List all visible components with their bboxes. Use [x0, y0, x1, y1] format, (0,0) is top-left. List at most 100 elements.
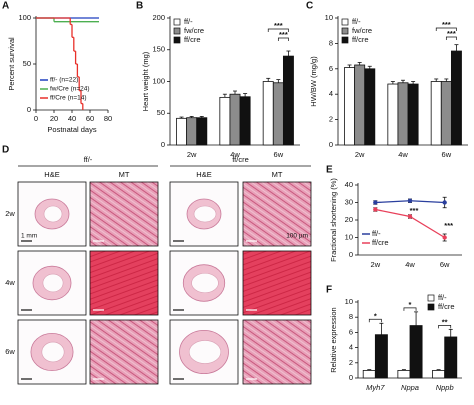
bar: [344, 67, 356, 146]
y-tick-label: 4: [329, 89, 333, 98]
legend-swatch: [173, 27, 181, 35]
legend-swatch: [427, 294, 435, 302]
y-tick-label: 0: [349, 250, 353, 259]
panel-label: F: [326, 285, 332, 296]
bar: [374, 334, 388, 379]
y-tick-label: 200: [152, 13, 165, 22]
panel-label: E: [326, 165, 333, 176]
column-label: MT: [272, 170, 283, 179]
y-tick-label: 4: [349, 343, 353, 352]
histology-frame: [242, 181, 312, 247]
y-tick-label: 100: [18, 13, 31, 22]
y-tick-label: 0: [27, 105, 31, 114]
legend-swatch: [173, 36, 181, 44]
legend-swatch: [341, 36, 349, 44]
x-tick-label: 6w: [442, 150, 452, 159]
legend-label: ff/- (n=22): [50, 77, 78, 84]
histology-frame: [17, 181, 87, 247]
bar: [239, 96, 251, 146]
y-tick-label: 2: [349, 358, 353, 367]
y-tick-label: 6: [349, 327, 353, 336]
legend-label: ff/Cre (n=14): [50, 95, 87, 102]
y-tick-label: 2: [329, 115, 333, 124]
bar: [219, 96, 231, 146]
bar: [444, 336, 458, 379]
legend-label: ff/cre: [438, 302, 455, 311]
y-tick-label: 40: [345, 180, 353, 189]
bar: [229, 93, 241, 146]
significance-bracket: [267, 28, 289, 32]
x-tick-label: 2w: [371, 260, 381, 269]
x-tick-label: 6w: [274, 150, 284, 159]
column-label: H&E: [196, 170, 211, 179]
significance-bracket: [438, 325, 452, 329]
x-tick-label: 0: [34, 114, 38, 123]
scale-label: 100 µm: [286, 233, 308, 240]
x-tick-label: Myh7: [366, 383, 385, 392]
bar: [196, 117, 208, 146]
legend-label: ff/cre: [372, 238, 389, 247]
y-tick-label: 10: [345, 297, 353, 306]
histology-frame: [17, 319, 87, 385]
bar: [262, 81, 274, 146]
group-label: ff/-: [84, 155, 93, 164]
heart-lumen: [43, 205, 63, 223]
heart-lumen: [191, 272, 219, 294]
significance-label: ***: [410, 206, 419, 215]
bar: [176, 117, 188, 146]
y-tick-label: 20: [345, 215, 353, 224]
significance-bracket: [435, 27, 457, 31]
point: [442, 200, 447, 205]
group-label: ff/cre: [232, 155, 249, 164]
row-label: 4w: [5, 278, 15, 287]
x-tick-label: 6w: [440, 260, 450, 269]
column-label: H&E: [44, 170, 59, 179]
y-tick-label: 10: [345, 232, 353, 241]
bar: [440, 81, 452, 146]
significance-bracket: [368, 318, 382, 323]
panel-label: C: [306, 1, 313, 12]
legend-label: fw/cre: [184, 26, 204, 35]
row-label: 2w: [5, 209, 15, 218]
significance-bracket: [403, 307, 417, 311]
y-axis-label: Heart weight (mg): [141, 51, 150, 111]
point: [407, 198, 413, 203]
bar: [186, 117, 198, 146]
y-tick-label: 8: [349, 312, 353, 321]
x-axis-label: Postnatal days: [47, 125, 96, 134]
legend-label: fw/cre: [352, 26, 372, 35]
column-label: MT: [119, 170, 130, 179]
legend-label: ff/-: [352, 17, 361, 26]
y-tick-label: 50: [157, 108, 165, 117]
y-tick-label: 30: [345, 197, 353, 206]
y-tick-label: 8: [329, 38, 333, 47]
histology-frame: [89, 181, 159, 247]
point: [442, 235, 447, 240]
legend-swatch: [427, 303, 435, 311]
bar: [397, 369, 411, 379]
row-label: 6w: [5, 347, 15, 356]
legend-label: ff/cre: [352, 35, 369, 44]
x-tick-label: 40: [68, 114, 76, 123]
bar: [272, 82, 284, 146]
legend-label: ff/-: [438, 293, 447, 302]
y-tick-label: 50: [23, 59, 31, 68]
y-axis-label: Fractional shortening (%): [329, 178, 338, 262]
bar: [282, 55, 294, 146]
significance-label: ***: [442, 20, 451, 29]
significance-label: **: [442, 317, 448, 326]
x-tick-label: Nppa: [401, 383, 419, 392]
x-tick-label: 4w: [230, 150, 240, 159]
significance-label: ***: [447, 29, 456, 38]
y-axis-label: HW/BW (mg/g): [309, 56, 318, 107]
significance-label: ***: [444, 221, 453, 230]
bar: [407, 83, 419, 146]
heart-lumen: [41, 341, 65, 363]
significance-label: *: [374, 311, 377, 320]
significance-label: ***: [279, 30, 288, 39]
scale-label: 1 mm: [21, 233, 37, 240]
legend-swatch: [341, 18, 349, 26]
x-tick-label: 2w: [187, 150, 197, 159]
point: [373, 207, 378, 212]
